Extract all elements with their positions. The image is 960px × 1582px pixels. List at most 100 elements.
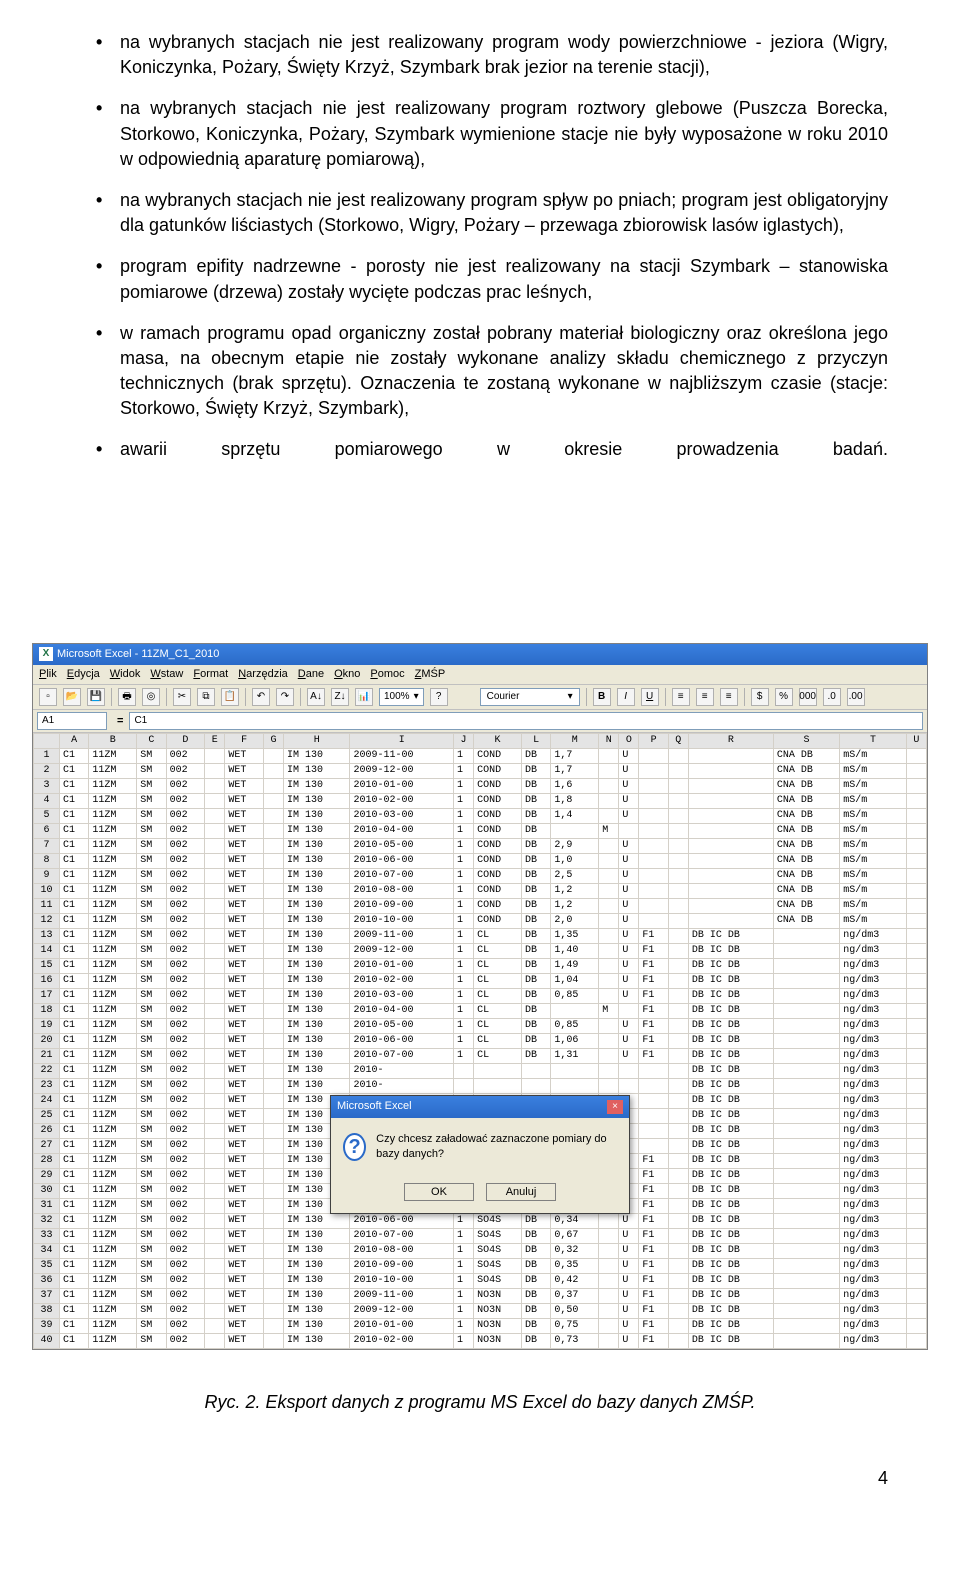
cell[interactable]	[205, 1274, 225, 1289]
cell[interactable]: 002	[166, 974, 205, 989]
cell[interactable]: 1	[453, 1034, 473, 1049]
cell[interactable]	[599, 929, 619, 944]
menu-item[interactable]: Pomoc	[370, 667, 404, 682]
row-header[interactable]: 23	[34, 1079, 60, 1094]
cell[interactable]: 002	[166, 944, 205, 959]
column-header[interactable]: H	[284, 734, 350, 749]
cell[interactable]: 002	[166, 1064, 205, 1079]
cell[interactable]: DB	[521, 1289, 550, 1304]
cell[interactable]: COND	[474, 914, 522, 929]
cell[interactable]	[263, 974, 283, 989]
cell[interactable]: 1	[453, 944, 473, 959]
cell[interactable]	[906, 1244, 926, 1259]
cell[interactable]	[773, 1229, 839, 1244]
sort-desc-icon[interactable]: Z↓	[331, 688, 349, 706]
cell[interactable]: SM	[137, 1019, 166, 1034]
cell[interactable]	[773, 1334, 839, 1349]
cell[interactable]: DB IC DB	[688, 1094, 773, 1109]
italic-button[interactable]: I	[617, 688, 635, 706]
cell[interactable]: WET	[225, 824, 264, 839]
cell[interactable]: CL	[474, 959, 522, 974]
cell[interactable]: F1	[639, 1199, 668, 1214]
cell[interactable]: DB IC DB	[688, 1184, 773, 1199]
cell[interactable]	[906, 929, 926, 944]
cell[interactable]	[263, 1274, 283, 1289]
cell[interactable]	[599, 884, 619, 899]
cell[interactable]	[599, 899, 619, 914]
cell[interactable]	[263, 1184, 283, 1199]
cell[interactable]	[639, 764, 668, 779]
cell[interactable]	[263, 1049, 283, 1064]
cell[interactable]: SM	[137, 1214, 166, 1229]
cell[interactable]: WET	[225, 839, 264, 854]
cell[interactable]: 11ZM	[89, 1079, 137, 1094]
cell[interactable]	[668, 1094, 688, 1109]
cell[interactable]: 002	[166, 989, 205, 1004]
cell[interactable]: IM 130	[284, 794, 350, 809]
cell[interactable]: ng/dm3	[840, 1184, 906, 1199]
cell[interactable]: IM 130	[284, 1274, 350, 1289]
cell[interactable]	[668, 1124, 688, 1139]
column-header[interactable]: R	[688, 734, 773, 749]
cell[interactable]: CL	[474, 1004, 522, 1019]
cell[interactable]: mS/m	[840, 899, 906, 914]
cell[interactable]: DB IC DB	[688, 1019, 773, 1034]
cell[interactable]	[668, 1184, 688, 1199]
cell[interactable]: IM 130	[284, 1244, 350, 1259]
cell[interactable]: CNA DB	[773, 824, 839, 839]
cell[interactable]: 002	[166, 839, 205, 854]
cell[interactable]	[668, 944, 688, 959]
cell[interactable]: DB IC DB	[688, 1034, 773, 1049]
cell[interactable]: CL	[474, 974, 522, 989]
cell[interactable]: U	[619, 1289, 639, 1304]
cell[interactable]	[773, 1169, 839, 1184]
cell[interactable]: IM 130	[284, 824, 350, 839]
cell[interactable]: C1	[60, 899, 89, 914]
cell[interactable]	[773, 1094, 839, 1109]
cell[interactable]: WET	[225, 1109, 264, 1124]
cell[interactable]: mS/m	[840, 794, 906, 809]
cell[interactable]	[773, 1259, 839, 1274]
cell[interactable]: SM	[137, 749, 166, 764]
cell[interactable]	[639, 824, 668, 839]
cell[interactable]	[205, 1094, 225, 1109]
cell[interactable]: DB	[521, 1229, 550, 1244]
cell[interactable]: DB	[521, 1259, 550, 1274]
cell[interactable]	[773, 1214, 839, 1229]
cell[interactable]: 1	[453, 884, 473, 899]
cell[interactable]	[773, 1199, 839, 1214]
cell[interactable]	[205, 1139, 225, 1154]
cell[interactable]	[205, 1244, 225, 1259]
cell[interactable]	[639, 1109, 668, 1124]
cell[interactable]: IM 130	[284, 779, 350, 794]
row-header[interactable]: 18	[34, 1004, 60, 1019]
cell[interactable]: SM	[137, 809, 166, 824]
cell[interactable]: 11ZM	[89, 794, 137, 809]
cell[interactable]	[599, 1304, 619, 1319]
cell[interactable]	[205, 974, 225, 989]
cell[interactable]	[263, 1109, 283, 1124]
cell[interactable]: IM 130	[284, 914, 350, 929]
cell[interactable]: WET	[225, 1154, 264, 1169]
cell[interactable]: WET	[225, 1169, 264, 1184]
cell[interactable]: F1	[639, 1244, 668, 1259]
cell[interactable]: DB IC DB	[688, 1064, 773, 1079]
cell[interactable]: ng/dm3	[840, 1079, 906, 1094]
row-header[interactable]: 14	[34, 944, 60, 959]
cell[interactable]	[668, 1169, 688, 1184]
menu-item[interactable]: ZMŚP	[415, 667, 446, 682]
menu-item[interactable]: Plik	[39, 667, 57, 682]
cell[interactable]	[668, 929, 688, 944]
cell[interactable]: 1	[453, 899, 473, 914]
cell[interactable]	[639, 914, 668, 929]
cell[interactable]	[668, 854, 688, 869]
row-header[interactable]: 34	[34, 1244, 60, 1259]
cell[interactable]: 11ZM	[89, 1304, 137, 1319]
cell[interactable]: WET	[225, 1334, 264, 1349]
cell[interactable]: 2010-02-00	[350, 1334, 454, 1349]
cell[interactable]: 2010-08-00	[350, 884, 454, 899]
cell[interactable]	[906, 1289, 926, 1304]
cell[interactable]: SM	[137, 869, 166, 884]
cell[interactable]	[773, 1139, 839, 1154]
cell[interactable]	[668, 884, 688, 899]
